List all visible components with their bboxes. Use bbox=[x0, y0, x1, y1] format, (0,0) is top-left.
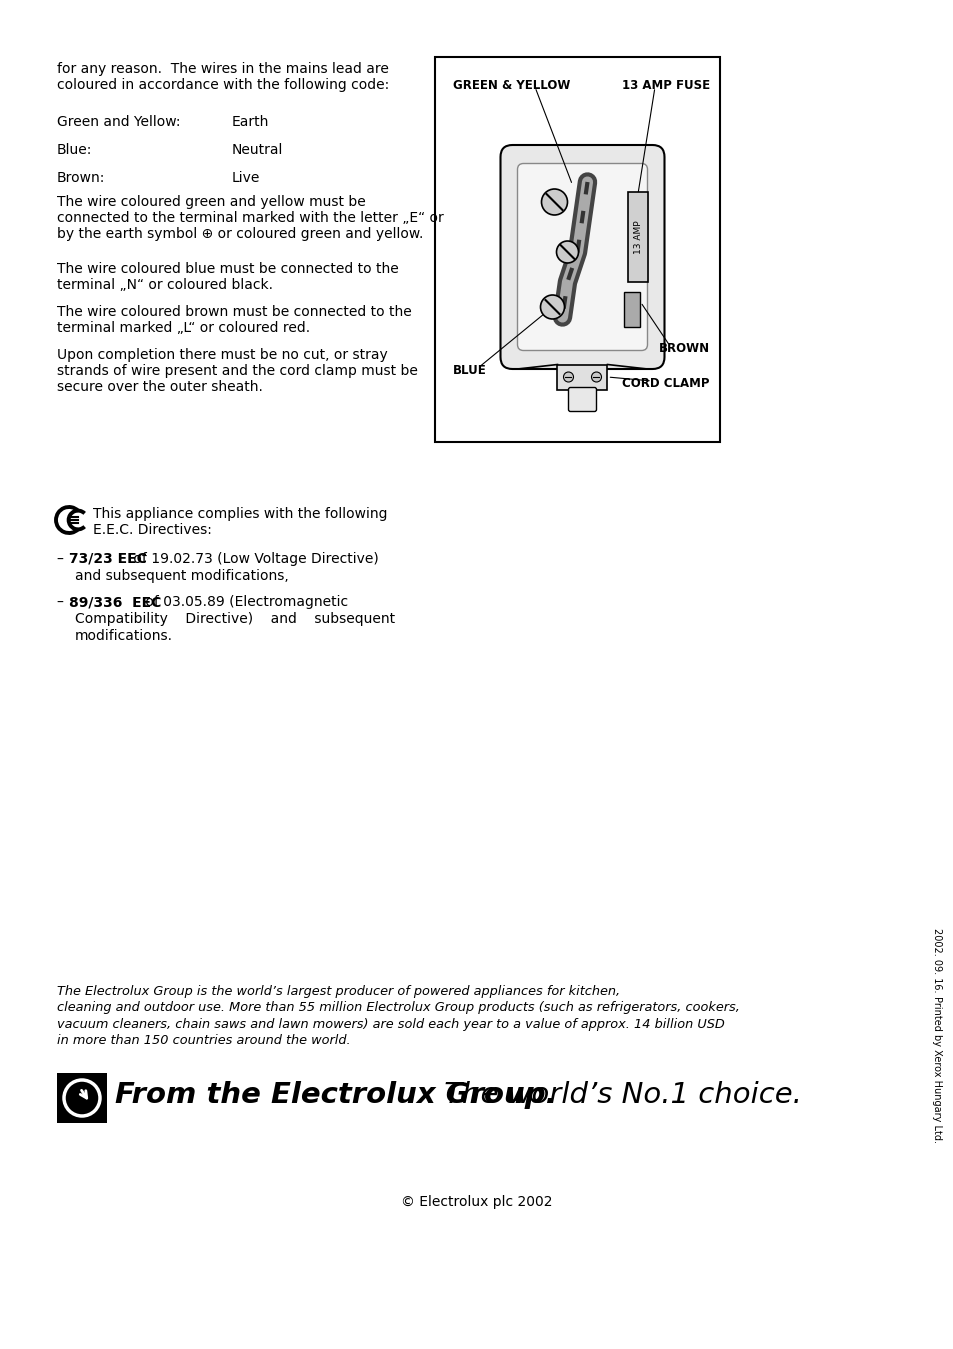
Circle shape bbox=[563, 372, 573, 382]
Text: 2002. 09. 16.: 2002. 09. 16. bbox=[931, 928, 941, 993]
Circle shape bbox=[541, 189, 567, 214]
Circle shape bbox=[540, 295, 564, 318]
Text: Brown:: Brown: bbox=[57, 171, 105, 185]
Text: cleaning and outdoor use. More than 55 million Electrolux Group products (such a: cleaning and outdoor use. More than 55 m… bbox=[57, 1001, 740, 1014]
Text: –: – bbox=[57, 552, 69, 567]
Text: Neutral: Neutral bbox=[232, 143, 283, 156]
Text: E.E.C. Directives:: E.E.C. Directives: bbox=[92, 523, 212, 537]
Text: The wire coloured brown must be connected to the: The wire coloured brown must be connecte… bbox=[57, 305, 412, 318]
Circle shape bbox=[591, 372, 601, 382]
Bar bbox=[57, 1072, 107, 1122]
Text: BROWN: BROWN bbox=[659, 343, 709, 355]
Text: coloured in accordance with the following code:: coloured in accordance with the followin… bbox=[57, 78, 389, 92]
Circle shape bbox=[556, 241, 578, 263]
Text: by the earth symbol ⊕ or coloured green and yellow.: by the earth symbol ⊕ or coloured green … bbox=[57, 227, 423, 241]
FancyBboxPatch shape bbox=[568, 387, 596, 411]
Text: terminal „N“ or coloured black.: terminal „N“ or coloured black. bbox=[57, 278, 273, 291]
Text: in more than 150 countries around the world.: in more than 150 countries around the wo… bbox=[57, 1035, 351, 1048]
Text: vacuum cleaners, chain saws and lawn mowers) are sold each year to a value of ap: vacuum cleaners, chain saws and lawn mow… bbox=[57, 1018, 724, 1031]
Bar bbox=[435, 57, 720, 442]
FancyBboxPatch shape bbox=[500, 144, 664, 370]
Text: 73/23 EEC: 73/23 EEC bbox=[69, 552, 147, 567]
Text: Blue:: Blue: bbox=[57, 143, 92, 156]
Text: Compatibility    Directive)    and    subsequent: Compatibility Directive) and subsequent bbox=[75, 612, 395, 626]
Text: This appliance complies with the following: This appliance complies with the followi… bbox=[92, 507, 387, 521]
Text: Live: Live bbox=[232, 171, 260, 185]
Text: Upon completion there must be no cut, or stray: Upon completion there must be no cut, or… bbox=[57, 348, 387, 362]
Text: The Electrolux Group is the world’s largest producer of powered appliances for k: The Electrolux Group is the world’s larg… bbox=[57, 985, 619, 998]
Bar bbox=[628, 192, 648, 282]
Text: The wire coloured green and yellow must be: The wire coloured green and yellow must … bbox=[57, 196, 365, 209]
Bar bbox=[557, 364, 607, 390]
Text: The world’s No.1 choice.: The world’s No.1 choice. bbox=[435, 1081, 801, 1109]
Text: 13 AMP: 13 AMP bbox=[634, 220, 642, 254]
Text: of 19.02.73 (Low Voltage Directive): of 19.02.73 (Low Voltage Directive) bbox=[129, 552, 378, 567]
Text: of 03.05.89 (Electromagnetic: of 03.05.89 (Electromagnetic bbox=[141, 595, 348, 608]
Text: CORD CLAMP: CORD CLAMP bbox=[622, 376, 709, 390]
Text: Earth: Earth bbox=[232, 115, 269, 130]
Bar bbox=[624, 291, 639, 326]
Text: Green and Yellow:: Green and Yellow: bbox=[57, 115, 180, 130]
Text: secure over the outer sheath.: secure over the outer sheath. bbox=[57, 380, 263, 394]
Text: BLUE: BLUE bbox=[453, 364, 486, 376]
Text: 89/336  EEC: 89/336 EEC bbox=[69, 595, 161, 608]
Text: –: – bbox=[57, 595, 69, 608]
FancyBboxPatch shape bbox=[517, 163, 647, 351]
Text: The wire coloured blue must be connected to the: The wire coloured blue must be connected… bbox=[57, 262, 398, 277]
Text: Printed by Xerox Hungary Ltd.: Printed by Xerox Hungary Ltd. bbox=[931, 997, 941, 1144]
Text: and subsequent modifications,: and subsequent modifications, bbox=[75, 569, 289, 583]
Text: modifications.: modifications. bbox=[75, 629, 172, 643]
Text: connected to the terminal marked with the letter „E“ or: connected to the terminal marked with th… bbox=[57, 210, 443, 225]
Text: 13 AMP FUSE: 13 AMP FUSE bbox=[621, 80, 709, 92]
Text: strands of wire present and the cord clamp must be: strands of wire present and the cord cla… bbox=[57, 364, 417, 378]
Text: for any reason.  The wires in the mains lead are: for any reason. The wires in the mains l… bbox=[57, 62, 389, 76]
Text: GREEN & YELLOW: GREEN & YELLOW bbox=[453, 80, 570, 92]
Text: terminal marked „L“ or coloured red.: terminal marked „L“ or coloured red. bbox=[57, 321, 310, 335]
Text: © Electrolux plc 2002: © Electrolux plc 2002 bbox=[401, 1195, 552, 1209]
Text: From the Electrolux Group.: From the Electrolux Group. bbox=[115, 1081, 557, 1109]
